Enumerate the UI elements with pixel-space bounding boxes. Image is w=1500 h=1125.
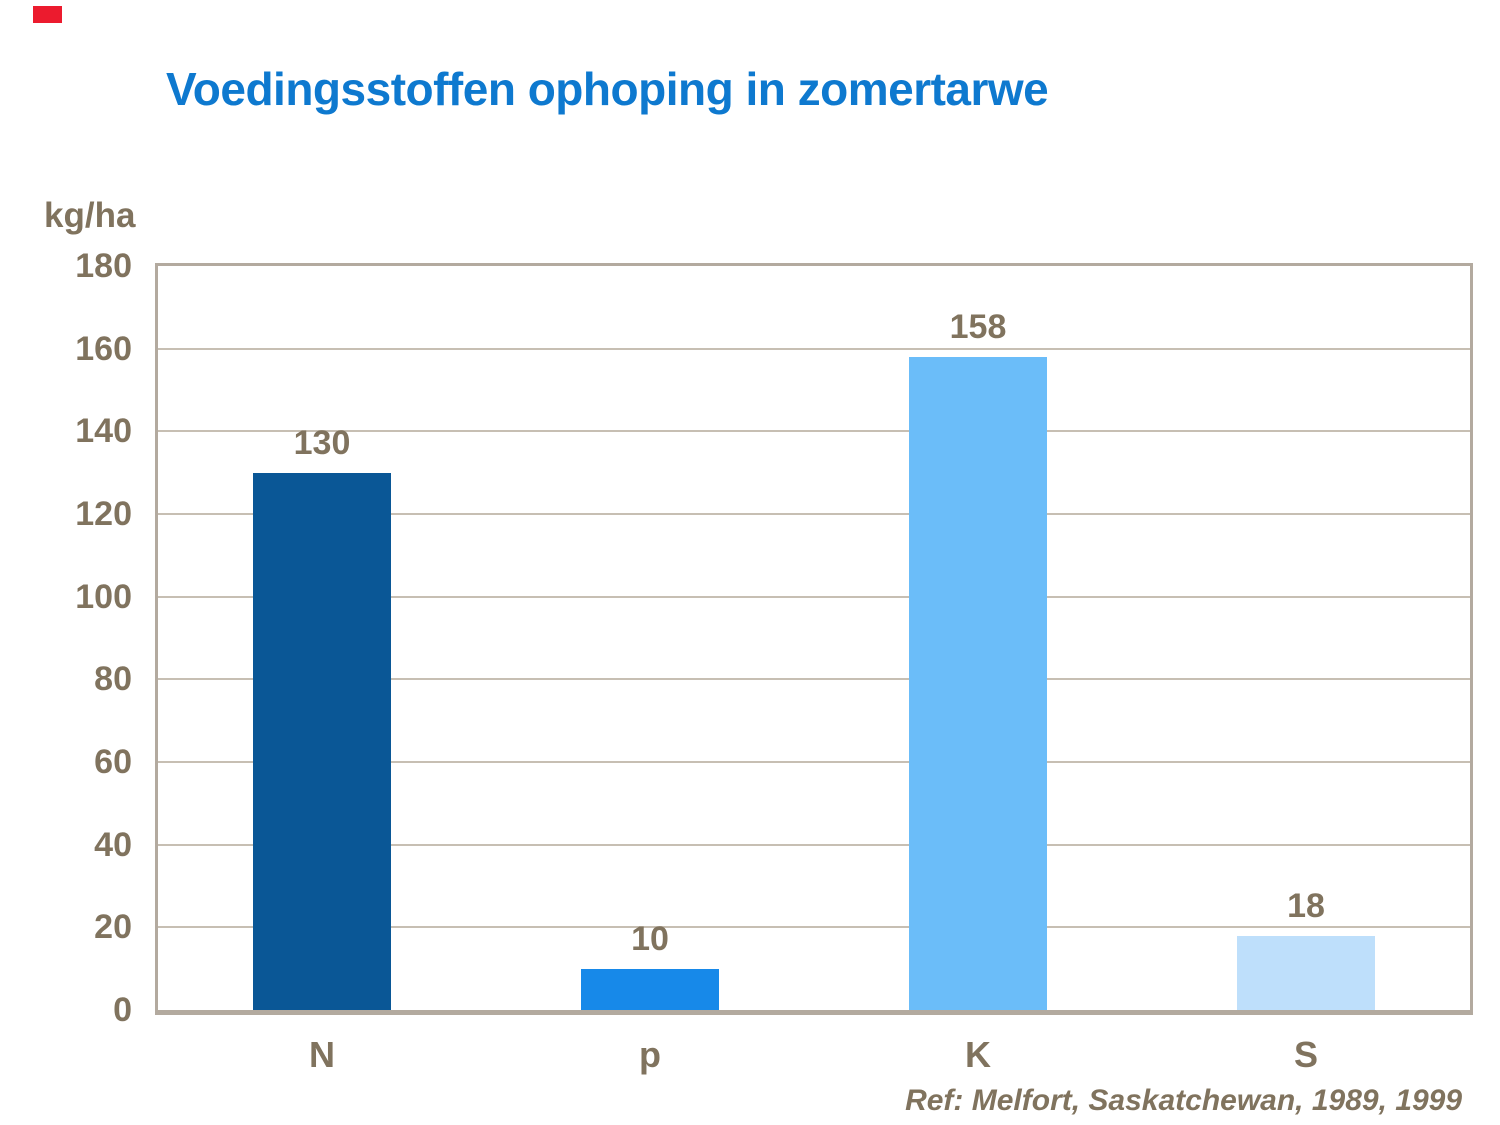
y-tick-label-180: 180: [75, 247, 132, 285]
category-label-p: p: [639, 1034, 661, 1075]
corner-marker: [33, 6, 62, 23]
bar-value-label-K: 158: [949, 307, 1007, 346]
gridline-80: [158, 678, 1470, 681]
plot-area: 0 20 40 60 80 100 120 140 160 180 130 N 10 p 158 K 18 S: [75, 247, 1473, 1075]
y-tick-label-40: 40: [94, 825, 132, 864]
gridline-160: [158, 347, 1470, 350]
category-label-N: N: [309, 1034, 335, 1075]
y-tick-label-100: 100: [75, 577, 132, 616]
y-tick-label-60: 60: [94, 743, 132, 781]
bar-S: [1237, 935, 1375, 1010]
y-axis-unit-label: kg/ha: [44, 196, 136, 235]
gridline-40: [158, 843, 1470, 846]
y-tick-label-20: 20: [94, 908, 132, 947]
y-tick-label-160: 160: [75, 329, 132, 368]
category-label-S: S: [1293, 1034, 1318, 1075]
bar-N: [253, 472, 391, 1010]
gridline-60: [158, 761, 1470, 763]
bar-value-label-S: 18: [1287, 886, 1325, 925]
y-tick-label-140: 140: [75, 412, 132, 451]
bar-p: [581, 968, 719, 1010]
bar-value-label-p: 10: [631, 919, 669, 958]
y-tick-label-120: 120: [75, 495, 132, 533]
y-tick-label-0: 0: [113, 991, 132, 1029]
gridline-100: [158, 595, 1470, 598]
chart-title: Voedingsstoffen ophoping in zomertarwe: [166, 63, 1049, 115]
bar-K: [909, 356, 1047, 1010]
y-tick-label-80: 80: [94, 660, 132, 699]
gridline-20: [158, 926, 1470, 929]
gridline-140: [158, 430, 1470, 433]
bar-value-label-N: 130: [293, 423, 351, 462]
reference-note: Ref: Melfort, Saskatchewan, 1989, 1999: [905, 1084, 1462, 1117]
gridline-120: [158, 513, 1470, 515]
category-label-K: K: [965, 1034, 991, 1075]
